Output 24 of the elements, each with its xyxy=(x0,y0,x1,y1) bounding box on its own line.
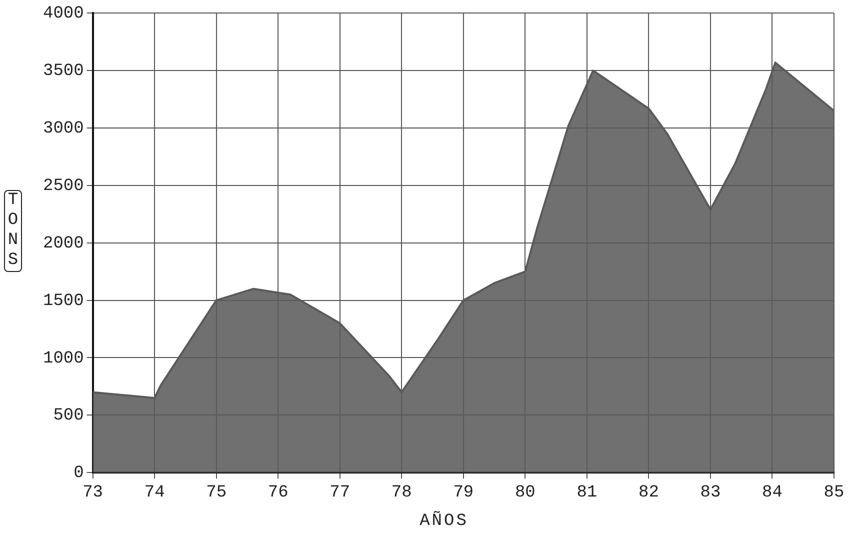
y-axis-title: TONS xyxy=(4,190,22,272)
y-tick-label: 2500 xyxy=(42,176,84,196)
y-tick-label: 1000 xyxy=(42,349,84,368)
x-tick-label: 81 xyxy=(576,483,598,502)
x-tick-label: 75 xyxy=(206,483,227,502)
x-tick-label: 78 xyxy=(391,483,412,502)
y-tick-label: 500 xyxy=(53,406,84,426)
y-tick-label: 1500 xyxy=(42,292,84,311)
x-tick-label: 79 xyxy=(453,483,474,502)
x-axis-title: AÑOS xyxy=(418,512,470,531)
x-tick-label: 73 xyxy=(82,483,104,502)
x-tick-label: 85 xyxy=(824,483,844,502)
x-tick-label: 80 xyxy=(514,483,536,502)
x-tick-label: 76 xyxy=(268,483,288,502)
y-tick-label: 3500 xyxy=(42,62,84,82)
x-tick-label: 77 xyxy=(330,483,350,502)
y-tick-label: 4000 xyxy=(42,4,84,24)
y-tick-label: 3000 xyxy=(42,120,84,139)
x-tick-label: 83 xyxy=(700,483,721,502)
x-tick-label: 82 xyxy=(638,483,659,502)
y-tick-label: 0 xyxy=(74,464,84,484)
y-tick-label: 2000 xyxy=(42,234,84,254)
x-tick-label: 84 xyxy=(762,483,782,502)
x-tick-label: 74 xyxy=(144,483,165,502)
